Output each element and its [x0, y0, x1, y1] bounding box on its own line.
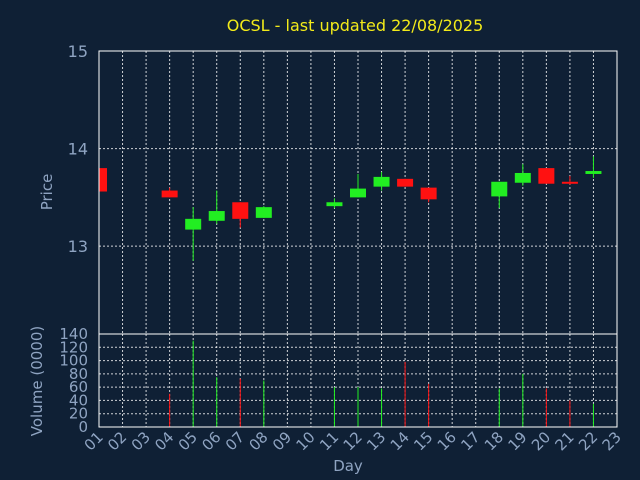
price-tick-label: 14 [68, 140, 88, 159]
x-tick-label: 12 [340, 428, 366, 454]
x-tick-label: 07 [222, 428, 248, 454]
x-axis: 0102030405060708091011121314151617181920… [81, 428, 625, 454]
price-series [98, 156, 602, 261]
volume-tick-label: 0 [78, 418, 88, 436]
x-tick-label: 22 [575, 428, 601, 454]
candle-body [397, 178, 414, 187]
x-axis-label: Day [333, 457, 363, 475]
volume-plot-frame [98, 333, 618, 428]
x-tick-label: 05 [175, 428, 201, 454]
price-y-axis: 13 14 15 [68, 42, 88, 256]
x-tick-label: 10 [293, 428, 319, 454]
x-tick-label: 16 [434, 428, 460, 454]
candle-body [255, 207, 272, 218]
chart-title: OCSL - last updated 22/08/2025 [227, 16, 484, 35]
volume-tick-label: 40 [69, 391, 88, 409]
candle-body [420, 187, 437, 200]
x-tick-label: 06 [198, 428, 224, 454]
x-tick-label: 15 [410, 428, 436, 454]
candle-body [585, 171, 602, 174]
x-tick-label: 14 [387, 428, 413, 454]
candle-body [491, 181, 508, 197]
x-tick-label: 08 [245, 428, 271, 454]
x-tick-label: 17 [457, 428, 483, 454]
x-tick-label: 04 [151, 428, 177, 454]
x-tick-label: 03 [128, 428, 154, 454]
candle-body [561, 181, 578, 184]
volume-tick-label: 100 [59, 352, 88, 370]
x-tick-label: 20 [528, 428, 554, 454]
volume-axis-label: Volume (0000) [28, 326, 46, 436]
candle-body [99, 168, 107, 192]
volume-tick-label: 80 [69, 365, 88, 383]
x-tick-label: 21 [552, 428, 578, 454]
x-tick-label: 23 [599, 428, 625, 454]
candle-body [161, 190, 178, 198]
candle-body [514, 172, 531, 183]
x-tick-label: 19 [504, 428, 530, 454]
price-tick-label: 13 [68, 237, 88, 256]
candle-body [350, 188, 366, 198]
x-tick-label: 11 [316, 428, 342, 454]
volume-tick-label: 120 [59, 338, 88, 356]
x-tick-label: 02 [104, 428, 130, 454]
x-tick-label: 09 [269, 428, 295, 454]
candle-body [326, 202, 343, 207]
price-axis-label: Price [38, 174, 56, 211]
volume-tick-label: 140 [59, 325, 88, 343]
price-tick-label: 15 [68, 42, 88, 61]
volume-series [169, 340, 594, 427]
x-tick-label: 13 [363, 428, 389, 454]
x-tick-label: 18 [481, 428, 507, 454]
candle-body [538, 168, 555, 184]
candle-body [373, 176, 390, 187]
volume-tick-label: 20 [69, 405, 88, 423]
candle-body [208, 211, 225, 221]
candle-body [232, 202, 249, 219]
candle-body [185, 218, 202, 230]
volume-tick-label: 60 [69, 378, 88, 396]
